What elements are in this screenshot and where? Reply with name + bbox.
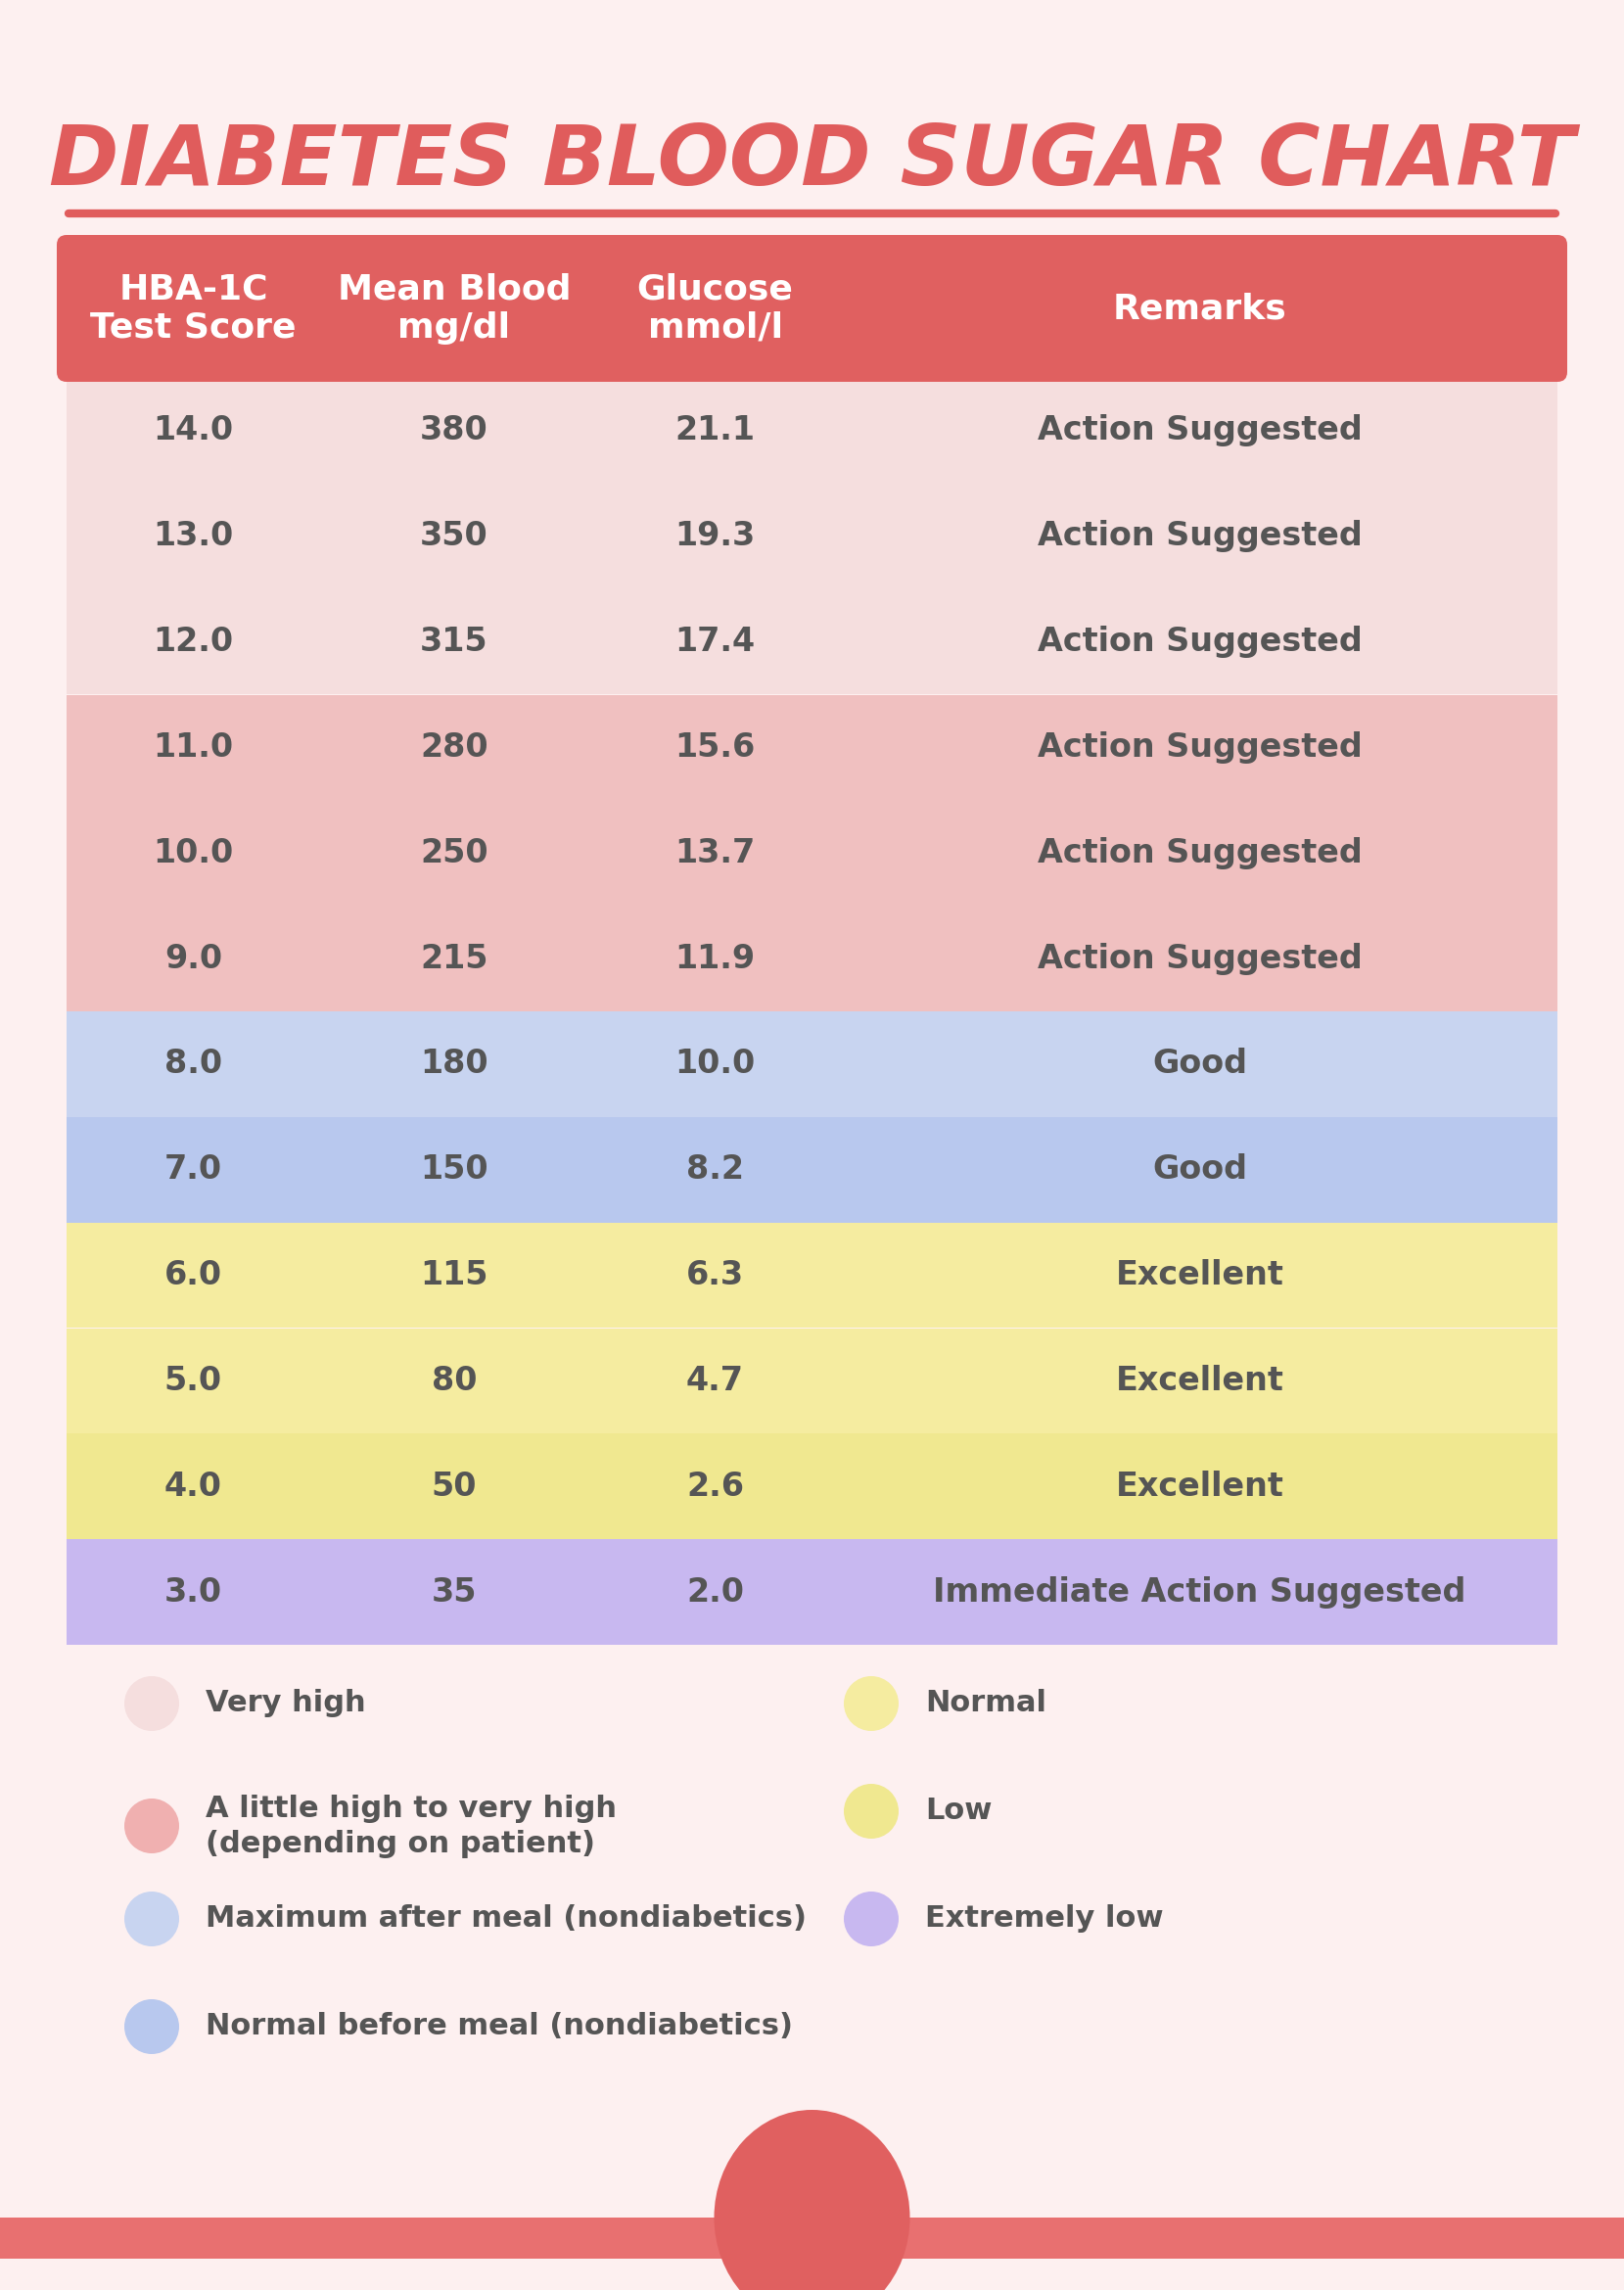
Text: 11.9: 11.9: [676, 943, 755, 976]
Ellipse shape: [125, 1999, 179, 2054]
Ellipse shape: [715, 2109, 909, 2290]
Text: 7.0: 7.0: [164, 1154, 222, 1186]
Text: 5.0: 5.0: [164, 1365, 222, 1397]
Text: Remarks: Remarks: [1112, 291, 1286, 325]
Text: 180: 180: [421, 1049, 489, 1081]
Text: Very high: Very high: [206, 1690, 365, 1718]
Text: Glucose
mmol/l: Glucose mmol/l: [637, 273, 794, 344]
Text: Low: Low: [926, 1798, 992, 1825]
Text: 250: 250: [421, 836, 489, 870]
Ellipse shape: [844, 1892, 898, 1946]
Text: 11.0: 11.0: [153, 731, 234, 763]
Ellipse shape: [125, 1676, 179, 1731]
Ellipse shape: [844, 1676, 898, 1731]
Text: Action Suggested: Action Suggested: [1038, 520, 1363, 552]
Text: Action Suggested: Action Suggested: [1038, 625, 1363, 657]
Bar: [67, 1223, 1557, 1328]
Text: 80: 80: [432, 1365, 477, 1397]
Text: 21.1: 21.1: [676, 414, 755, 447]
Text: Immediate Action Suggested: Immediate Action Suggested: [934, 1576, 1466, 1608]
Text: 13.0: 13.0: [153, 520, 234, 552]
Text: Excellent: Excellent: [1116, 1260, 1283, 1292]
Bar: [67, 907, 1557, 1012]
Text: 4.0: 4.0: [164, 1470, 222, 1502]
Text: HBA-1C
Test Score: HBA-1C Test Score: [91, 273, 296, 344]
Bar: [67, 1328, 1557, 1434]
Text: Excellent: Excellent: [1116, 1365, 1283, 1397]
Text: 12.0: 12.0: [153, 625, 234, 657]
Text: 6.3: 6.3: [687, 1260, 744, 1292]
Text: 15.6: 15.6: [676, 731, 755, 763]
Text: 35: 35: [432, 1576, 477, 1608]
Bar: [67, 589, 1557, 694]
Ellipse shape: [844, 1784, 898, 1839]
Text: 19.3: 19.3: [676, 520, 755, 552]
Text: 2.0: 2.0: [687, 1576, 744, 1608]
Text: 3.0: 3.0: [164, 1576, 222, 1608]
Text: Action Suggested: Action Suggested: [1038, 943, 1363, 976]
Ellipse shape: [125, 1798, 179, 1853]
Bar: [67, 1118, 1557, 1223]
Text: DIABETES BLOOD SUGAR CHART: DIABETES BLOOD SUGAR CHART: [49, 121, 1575, 202]
Text: 315: 315: [421, 625, 489, 657]
Text: 13.7: 13.7: [676, 836, 755, 870]
Text: Action Suggested: Action Suggested: [1038, 836, 1363, 870]
Text: 6.0: 6.0: [164, 1260, 222, 1292]
Bar: [67, 799, 1557, 907]
Text: 8.0: 8.0: [164, 1049, 222, 1081]
Bar: [67, 378, 1557, 483]
Text: 115: 115: [421, 1260, 489, 1292]
Text: 9.0: 9.0: [164, 943, 222, 976]
Text: 2.6: 2.6: [687, 1470, 744, 1502]
Text: A little high to very high: A little high to very high: [206, 1793, 617, 1823]
Text: Normal: Normal: [926, 1690, 1046, 1718]
Text: 150: 150: [421, 1154, 489, 1186]
Text: 280: 280: [421, 731, 489, 763]
Bar: [0, 2217, 1624, 2258]
Text: 215: 215: [421, 943, 489, 976]
Text: 17.4: 17.4: [676, 625, 755, 657]
FancyBboxPatch shape: [57, 236, 1567, 382]
Text: 10.0: 10.0: [676, 1049, 755, 1081]
Text: 350: 350: [421, 520, 489, 552]
Text: (depending on patient): (depending on patient): [206, 1830, 594, 1857]
Text: Action Suggested: Action Suggested: [1038, 414, 1363, 447]
Ellipse shape: [125, 1892, 179, 1946]
Text: Mean Blood
mg/dl: Mean Blood mg/dl: [338, 273, 572, 344]
Text: Good: Good: [1151, 1154, 1247, 1186]
Text: Good: Good: [1151, 1049, 1247, 1081]
Text: 380: 380: [421, 414, 489, 447]
Text: Extremely low: Extremely low: [926, 1905, 1163, 1933]
Text: 8.2: 8.2: [687, 1154, 744, 1186]
Bar: [67, 1539, 1557, 1644]
Text: 14.0: 14.0: [153, 414, 234, 447]
Bar: [67, 1434, 1557, 1539]
Bar: [67, 483, 1557, 589]
Text: Normal before meal (nondiabetics): Normal before meal (nondiabetics): [206, 2013, 793, 2040]
Text: Maximum after meal (nondiabetics): Maximum after meal (nondiabetics): [206, 1905, 807, 1933]
Text: 10.0: 10.0: [153, 836, 234, 870]
Text: Excellent: Excellent: [1116, 1470, 1283, 1502]
Text: 4.7: 4.7: [687, 1365, 744, 1397]
Text: Action Suggested: Action Suggested: [1038, 731, 1363, 763]
Text: 50: 50: [432, 1470, 477, 1502]
Bar: [67, 694, 1557, 799]
Bar: [67, 1012, 1557, 1118]
